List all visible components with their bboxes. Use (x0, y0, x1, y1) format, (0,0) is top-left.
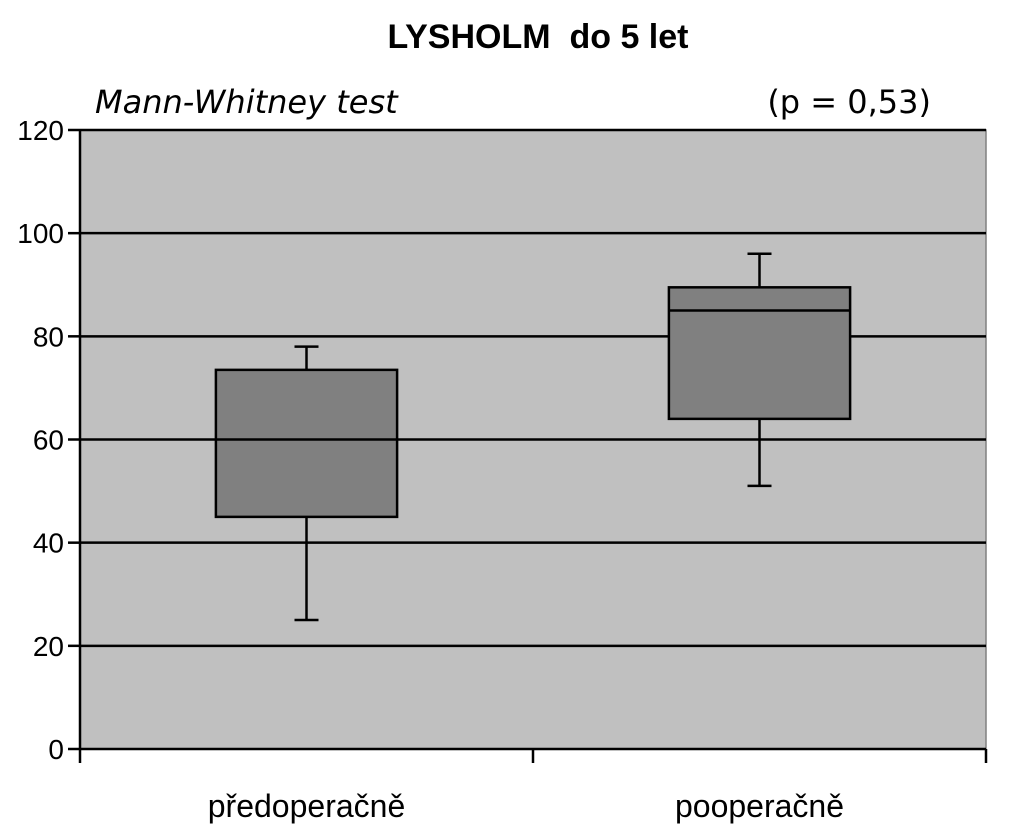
x-tick-label: předoperačně (208, 788, 405, 824)
y-tick-label: 120 (17, 115, 64, 146)
x-axis: předoperačně pooperačně (78, 747, 988, 824)
box-2 (667, 252, 852, 488)
box-series (214, 252, 852, 622)
y-tick-label: 60 (33, 425, 64, 456)
iqr-box (667, 286, 852, 421)
chart-title: LYSHOLM do 5 let (387, 18, 688, 56)
box-1 (214, 345, 399, 622)
x-tick-label: pooperačně (675, 788, 844, 824)
y-tick-label: 80 (33, 321, 64, 352)
chart-subtitle: Mann-Whitney test (95, 83, 399, 121)
y-tick-label: 0 (48, 734, 64, 765)
y-tick-label: 40 (33, 528, 64, 559)
iqr-box (214, 368, 399, 519)
y-axis: 0 20 40 60 80 100 120 (17, 115, 82, 765)
p-value-annotation: (p = 0,53) (767, 83, 931, 121)
y-tick-label: 20 (33, 631, 64, 662)
y-tick-label: 100 (17, 218, 64, 249)
